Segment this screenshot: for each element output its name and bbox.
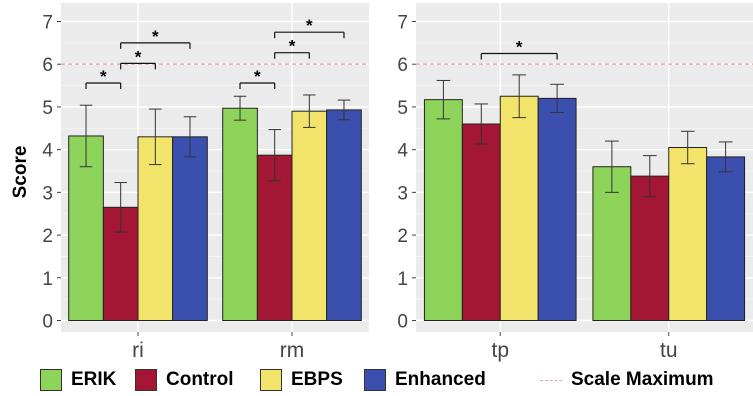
- y-tick-label: 2: [42, 226, 53, 247]
- legend-item-control: Control: [135, 368, 234, 392]
- legend-label-scale-maximum: Scale Maximum: [571, 369, 714, 390]
- y-tick-label: 4: [397, 141, 408, 162]
- legend-item-ebps: EBPS: [260, 368, 343, 392]
- bar: [137, 136, 174, 321]
- legend-swatch-control: [135, 369, 157, 391]
- y-tick-label: 5: [397, 98, 408, 119]
- legend-item-erik: ERIK: [40, 368, 116, 392]
- bar: [537, 97, 577, 321]
- bar: [172, 136, 208, 321]
- y-tick-label: 7: [42, 13, 53, 34]
- bar: [326, 109, 362, 321]
- y-axis-title: Score: [10, 146, 31, 199]
- y-tick-label: 0: [42, 312, 53, 333]
- legend-dash-scale-maximum: [540, 379, 562, 381]
- legend-label-enhanced: Enhanced: [395, 369, 486, 390]
- y-tick-label: 0: [397, 312, 408, 333]
- y-tick-label: 3: [397, 183, 408, 204]
- bar: [706, 156, 746, 321]
- y-tick-label: 2: [397, 226, 408, 247]
- significance-label: *: [100, 67, 107, 86]
- legend-item-enhanced: Enhanced: [364, 368, 486, 392]
- chart-svg: Score 0 1 2 3 4 5 6 7 * * * * * * ri rm 0 1 2 3 4 5 6 7 * tp tu: [10, 3, 753, 362]
- x-tick-label: ri: [132, 339, 144, 362]
- bar: [499, 95, 539, 321]
- y-tick-label: 4: [42, 141, 53, 162]
- y-tick-label: 7: [397, 13, 408, 34]
- x-tick-label: tp: [491, 339, 509, 362]
- legend-swatch-erik: [40, 369, 62, 391]
- bar: [630, 175, 670, 321]
- significance-label: *: [152, 27, 159, 46]
- legend-label-erik: ERIK: [71, 369, 117, 390]
- y-tick-label: 3: [42, 183, 53, 204]
- significance-label: *: [135, 47, 142, 66]
- y-tick-label: 6: [42, 55, 53, 76]
- significance-label: *: [306, 16, 313, 35]
- legend-item-scale-maximum: Scale Maximum: [540, 368, 714, 392]
- legend-swatch-enhanced: [364, 369, 386, 391]
- legend-label-control: Control: [166, 369, 234, 390]
- legend: ERIK Control EBPS Enhanced Scale Maximum: [0, 362, 753, 396]
- y-tick-label: 1: [42, 269, 53, 290]
- legend-swatch-ebps: [260, 369, 282, 391]
- x-tick-label: tu: [660, 339, 678, 362]
- legend-label-ebps: EBPS: [291, 369, 343, 390]
- significance-label: *: [516, 38, 523, 57]
- bar: [291, 110, 328, 321]
- significance-label: *: [289, 37, 296, 56]
- y-tick-label: 6: [397, 55, 408, 76]
- y-tick-label: 5: [42, 98, 53, 119]
- bar: [668, 147, 708, 321]
- bar: [222, 107, 258, 321]
- y-tick-label: 1: [397, 269, 408, 290]
- significance-label: *: [254, 67, 261, 86]
- bar: [423, 99, 463, 321]
- bar: [461, 123, 501, 321]
- x-tick-label: rm: [280, 339, 305, 362]
